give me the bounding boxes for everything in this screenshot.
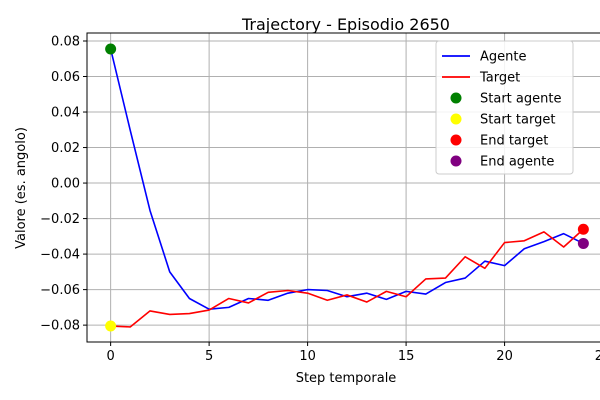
legend-swatch-start-target — [450, 113, 462, 125]
y-tick-label: 0.06 — [51, 70, 80, 85]
y-tick-label: 0.04 — [51, 106, 80, 121]
marker-start-agente — [105, 43, 117, 55]
legend-label: Start target — [480, 113, 555, 128]
marker-end-agente — [577, 237, 589, 249]
series-lines — [109, 48, 584, 328]
chart-title: Trajectory - Episodio 2650 — [241, 15, 450, 34]
x-axis-ticks: 0 5 10 15 20 25 — [106, 342, 600, 364]
legend-label: Agente — [480, 50, 526, 65]
series-line-agente — [109, 48, 584, 310]
y-axis-label: Valore (es. angolo) — [14, 127, 29, 249]
y-tick-label: 0.08 — [51, 34, 80, 49]
y-tick-label: −0.02 — [40, 212, 80, 227]
endpoint-markers — [105, 43, 589, 332]
y-tick-label: −0.08 — [40, 319, 80, 334]
y-axis-ticks: −0.08 −0.06 −0.04 −0.02 0.00 0.02 0.04 0.06 0.08 — [40, 34, 87, 334]
y-tick-label: −0.04 — [40, 248, 80, 263]
marker-end-target — [577, 223, 589, 235]
x-tick-label: 10 — [299, 349, 316, 364]
y-tick-label: 0.02 — [51, 141, 80, 156]
legend-swatch-end-target — [450, 134, 462, 146]
x-tick-label: 20 — [496, 349, 513, 364]
legend-swatch-start-agente — [450, 92, 462, 104]
legend-label: Start agente — [480, 92, 561, 107]
plot-frame — [86, 32, 600, 343]
legend-box — [435, 40, 574, 175]
x-tick-label: 25 — [595, 349, 600, 364]
marker-start-target — [105, 320, 117, 332]
legend: Agente Target Start agente Start target End … — [435, 40, 574, 175]
y-tick-label: −0.06 — [40, 283, 80, 298]
x-tick-label: 15 — [398, 349, 415, 364]
legend-label: End agente — [480, 155, 554, 170]
y-tick-label: 0.00 — [51, 177, 80, 192]
legend-label: End target — [480, 134, 548, 149]
series-line-target — [110, 228, 584, 328]
x-tick-label: 0 — [106, 349, 114, 364]
x-axis-label: Step temporale — [296, 371, 397, 386]
legend-label: Target — [479, 71, 520, 86]
legend-swatch-end-agente — [450, 155, 462, 167]
x-tick-label: 5 — [205, 349, 213, 364]
